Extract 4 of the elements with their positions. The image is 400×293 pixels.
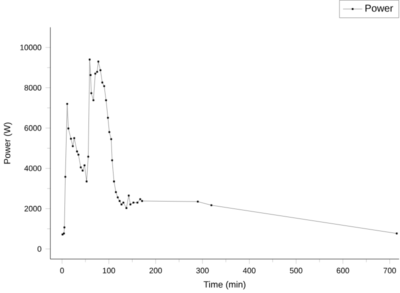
legend-label: Power [365, 4, 394, 12]
y-axis-title: Power (W) [4, 122, 12, 164]
x-axis-title: Time (min) [204, 280, 246, 290]
line-series [62, 58, 398, 236]
